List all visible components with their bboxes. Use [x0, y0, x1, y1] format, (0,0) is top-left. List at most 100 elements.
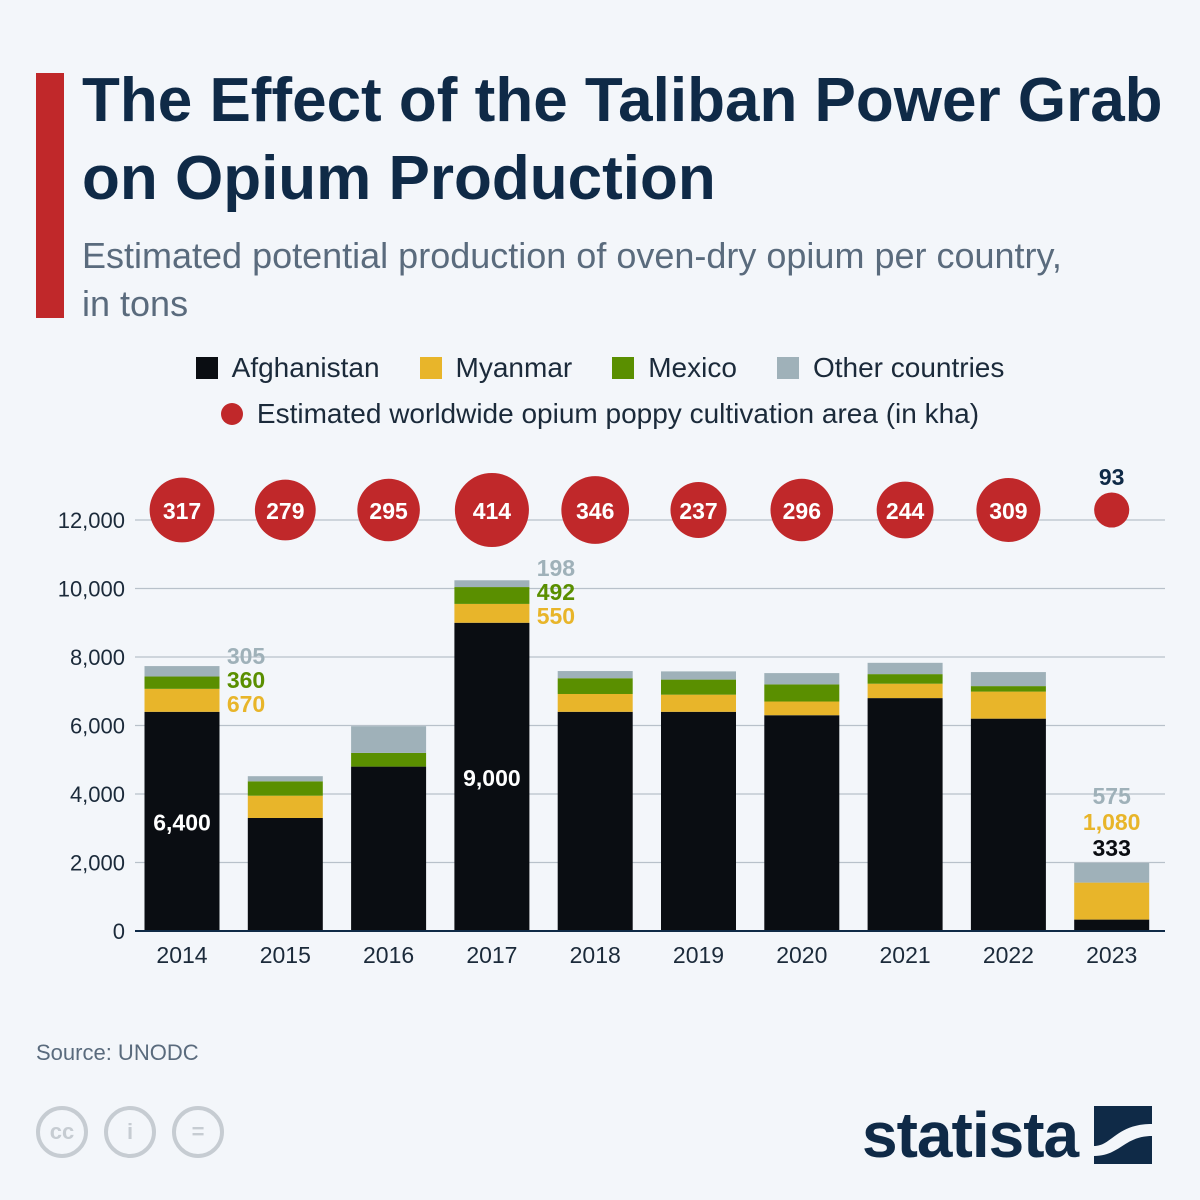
bar-segment-other-countries: [970, 672, 1046, 687]
bar-segment-other-countries: [351, 726, 427, 753]
bar-segment-mexico: [970, 686, 1046, 692]
bubble-label: 295: [369, 498, 408, 524]
cc-icon[interactable]: cc: [36, 1106, 88, 1158]
statista-logo: statista: [862, 1098, 1153, 1172]
bubble-label: 279: [266, 498, 304, 524]
cultivation-bubble: [876, 481, 934, 539]
bar-segment-afghanistan: [764, 715, 840, 931]
cultivation-bubble: [1094, 492, 1130, 528]
x-tick-label: 2019: [673, 942, 724, 968]
statista-wordmark: statista: [862, 1099, 1079, 1171]
data-label-other: 575: [1093, 783, 1132, 809]
data-label-mexico: 360: [227, 667, 265, 693]
legend-label: Estimated worldwide opium poppy cultivat…: [256, 398, 980, 429]
attribution-icon[interactable]: i: [104, 1106, 156, 1158]
title-accent-bar: [36, 73, 64, 318]
bar-segment-myanmar: [247, 795, 323, 818]
bar-segment-myanmar: [1074, 882, 1150, 920]
bar-segment-mexico: [247, 781, 323, 796]
legend-label: Afghanistan: [231, 352, 380, 383]
chart-subtitle: Estimated potential production of oven-d…: [82, 235, 1062, 324]
statista-logo-icon: [1094, 1106, 1153, 1164]
data-label-afghanistan: 6,400: [153, 809, 211, 835]
bar-segment-other-countries: [867, 662, 943, 675]
bubble-label: 237: [679, 498, 717, 524]
bar-segment-other-countries: [557, 671, 633, 679]
bar-segment-other-countries: [144, 666, 220, 677]
bubble-label: 346: [576, 498, 614, 524]
y-tick-label: 0: [113, 919, 125, 944]
bubble-label: 317: [163, 498, 201, 524]
bar-segment-afghanistan: [557, 711, 633, 931]
cultivation-bubble: [149, 477, 215, 543]
cultivation-bubble: [670, 481, 727, 539]
legend-item-afghanistan: Afghanistan: [195, 352, 380, 384]
bar-segment-mexico: [867, 674, 943, 684]
legend: Afghanistan Myanmar Mexico Other countri…: [0, 345, 1200, 437]
source-note: Source: UNODC: [36, 1040, 199, 1065]
license-icons: cc i =: [36, 1106, 224, 1158]
data-label-myanmar: 550: [537, 603, 575, 629]
legend-item-mexico: Mexico: [612, 352, 737, 384]
data-label-mexico: 492: [537, 579, 575, 605]
bar-segment-mexico: [557, 678, 633, 694]
legend-item-cultivation-area: Estimated worldwide opium poppy cultivat…: [220, 398, 980, 430]
bar-segment-other-countries: [247, 776, 323, 782]
legend-label: Myanmar: [455, 352, 573, 383]
stacked-bar-chart: 0 2,000 4,000 6,000 8,000 10,000 12,000 2014 317…: [58, 464, 1165, 968]
y-tick-label: 2,000: [70, 851, 125, 876]
bar-segment-myanmar: [557, 693, 633, 712]
x-tick-label: 2020: [776, 942, 827, 968]
x-tick-label: 2023: [1086, 942, 1137, 968]
bar-segment-other-countries: [661, 671, 736, 680]
legend-item-myanmar: Myanmar: [419, 352, 573, 384]
legend-swatch: [776, 357, 799, 379]
legend-swatch: [195, 357, 218, 379]
bar-segment-myanmar: [661, 694, 736, 712]
bar-segment-afghanistan: [970, 718, 1046, 931]
cultivation-bubble: [254, 479, 316, 541]
bar-segment-mexico: [351, 752, 427, 767]
bubble-label: 296: [783, 498, 821, 524]
chart-title: The Effect of the Taliban Power Grab on …: [82, 66, 1163, 213]
bar-segment-afghanistan: [144, 711, 220, 931]
y-tick-label: 10,000: [58, 577, 125, 602]
bar-segment-other-countries: [454, 580, 530, 588]
legend-item-other: Other countries: [776, 352, 1004, 384]
cultivation-bubble: [357, 478, 420, 542]
y-tick-label: 12,000: [58, 508, 125, 533]
legend-swatch: [612, 357, 635, 379]
cultivation-bubble: [454, 472, 529, 548]
data-label-afghanistan: 9,000: [463, 765, 521, 791]
x-tick-label: 2022: [983, 942, 1034, 968]
bar-segment-afghanistan: [661, 711, 736, 931]
data-label-myanmar: 1,080: [1083, 809, 1141, 835]
bar-segment-afghanistan: [247, 817, 323, 931]
bar-segment-myanmar: [454, 603, 530, 623]
bubble-label: 93: [1099, 464, 1125, 490]
cultivation-bubble: [976, 478, 1041, 542]
bubble-label: 244: [886, 498, 925, 524]
data-label-myanmar: 670: [227, 691, 265, 717]
cultivation-bubble: [770, 478, 834, 542]
x-tick-label: 2018: [570, 942, 621, 968]
data-label-afghanistan: 333: [1093, 835, 1131, 861]
bubble-label: 414: [473, 498, 512, 524]
y-tick-label: 6,000: [70, 714, 125, 739]
x-tick-label: 2014: [156, 942, 207, 968]
x-tick-label: 2015: [260, 942, 311, 968]
legend-label: Mexico: [648, 352, 737, 383]
data-label-other: 305: [227, 643, 266, 669]
legend-dot: [220, 403, 243, 425]
bar-segment-mexico: [454, 587, 530, 604]
bar-segment-afghanistan: [867, 698, 943, 931]
x-tick-label: 2017: [466, 942, 517, 968]
bar-segment-mexico: [764, 684, 840, 702]
y-tick-label: 8,000: [70, 645, 125, 670]
bar-segment-other-countries: [1074, 862, 1150, 883]
bar-segment-afghanistan: [1074, 919, 1150, 931]
bar-segment-other-countries: [764, 673, 840, 685]
y-tick-label: 4,000: [70, 782, 125, 807]
no-derivatives-icon[interactable]: =: [172, 1106, 224, 1158]
header-and-chart: The Effect of the Taliban Power Grab on …: [0, 62, 1200, 980]
